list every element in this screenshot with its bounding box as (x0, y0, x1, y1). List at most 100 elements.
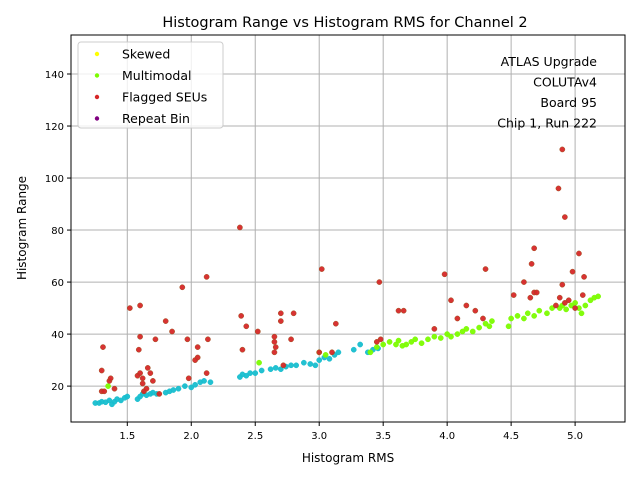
data-point (238, 313, 245, 319)
data-point (203, 274, 210, 280)
data-point (377, 336, 384, 343)
data-point (237, 224, 243, 231)
data-point (194, 344, 201, 350)
data-point (454, 315, 461, 322)
data-point (150, 378, 156, 384)
data-point (403, 341, 410, 348)
data-point (578, 310, 585, 317)
legend-box (77, 41, 224, 129)
data-point (441, 271, 448, 278)
data-point (555, 185, 562, 192)
data-point (373, 339, 380, 345)
data-point (480, 315, 486, 322)
data-point (188, 384, 195, 391)
data-point (144, 365, 151, 371)
x-tick-label: 2.5 (247, 431, 263, 442)
data-point (408, 339, 415, 345)
data-point (549, 305, 555, 311)
data-point (350, 346, 357, 353)
data-point (329, 349, 335, 356)
data-point (277, 318, 284, 324)
data-point (184, 336, 191, 343)
data-point (533, 289, 540, 296)
data-point (147, 370, 154, 376)
data-point (101, 388, 108, 395)
data-point (510, 292, 517, 298)
data-point (482, 320, 489, 327)
data-point (531, 313, 538, 319)
data-point (521, 279, 527, 285)
data-point (476, 324, 482, 331)
data-point (454, 331, 461, 337)
data-point (444, 331, 451, 337)
data-point (175, 385, 182, 392)
y-tick-label: 100 (45, 174, 64, 185)
data-point (437, 335, 444, 341)
data-point (595, 293, 601, 300)
y-tick-label: 60 (51, 278, 64, 289)
data-point (393, 341, 399, 348)
data-point (386, 339, 393, 345)
data-point (376, 279, 383, 285)
data-point (139, 380, 146, 387)
data-point (182, 383, 188, 389)
data-point (293, 362, 300, 369)
grid (71, 35, 625, 422)
data-point (137, 370, 143, 376)
data-point (267, 366, 274, 373)
data-point (207, 379, 214, 386)
annotation-line: COLUTAv4 (533, 75, 597, 90)
data-point (486, 323, 493, 330)
data-point (137, 333, 143, 340)
data-point (105, 383, 111, 389)
data-point (247, 370, 253, 376)
data-point (565, 297, 572, 304)
data-point (459, 328, 466, 335)
y-tick-label: 20 (51, 382, 64, 393)
data-point (367, 349, 374, 356)
x-axis-label: Histogram RMS (302, 451, 394, 465)
data-point (559, 146, 566, 153)
legend-label: Multimodal (122, 68, 191, 83)
data-point (448, 297, 454, 304)
data-point (531, 245, 538, 252)
y-tick-label: 120 (45, 122, 64, 133)
data-point (290, 310, 297, 317)
data-point (137, 302, 143, 309)
data-point (544, 310, 550, 317)
data-point (322, 352, 329, 358)
data-point (277, 366, 284, 373)
data-point (170, 387, 177, 393)
legend: Skewed Multimodal Flagged SEUs Repeat Bin (77, 41, 224, 129)
data-point (463, 302, 470, 309)
data-point (508, 315, 514, 322)
data-point (307, 361, 314, 367)
data-point (179, 284, 186, 291)
x-tick-label: 4.0 (439, 431, 455, 442)
data-point (127, 305, 133, 311)
chart-title: Histogram Range vs Histogram RMS for Cha… (162, 15, 527, 31)
x-tick-label: 1.5 (119, 431, 135, 442)
data-point (162, 318, 169, 324)
data-point (556, 294, 563, 301)
data-point (239, 346, 246, 353)
data-point (553, 302, 559, 309)
legend-marker (94, 94, 100, 100)
y-tick-label: 40 (51, 330, 64, 341)
data-point (524, 310, 531, 317)
data-point (562, 300, 568, 306)
data-point (572, 300, 578, 306)
data-point (205, 336, 211, 343)
data-point (124, 393, 131, 400)
plot-frame (70, 34, 626, 423)
data-points (92, 146, 601, 408)
y-tick-label: 140 (45, 70, 64, 81)
data-point (107, 375, 114, 382)
data-point (469, 328, 476, 335)
data-point (395, 337, 402, 344)
data-point (152, 336, 159, 343)
legend-marker (94, 116, 100, 121)
data-point (318, 266, 325, 272)
data-point (579, 292, 586, 298)
data-point (425, 336, 431, 343)
